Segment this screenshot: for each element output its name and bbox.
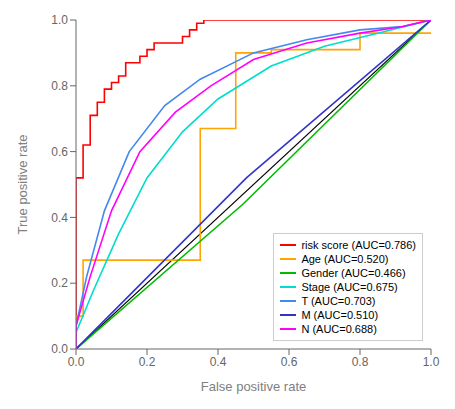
html-text:Stage (AUC=0.675): Stage (AUC=0.675) — [301, 281, 398, 293]
html-text:M (AUC=0.510): M (AUC=0.510) — [301, 309, 379, 321]
svg-text:0.6: 0.6 — [281, 355, 298, 369]
svg-text:True positive rate: True positive rate — [15, 135, 30, 235]
svg-text:False positive rate: False positive rate — [201, 379, 307, 394]
svg-text:0.8: 0.8 — [51, 79, 68, 93]
svg-text:0.2: 0.2 — [51, 276, 68, 290]
html-text:Age (AUC=0.520): Age (AUC=0.520) — [301, 253, 389, 265]
svg-text:0.4: 0.4 — [210, 355, 227, 369]
svg-text:0.8: 0.8 — [352, 355, 369, 369]
svg-text:0.4: 0.4 — [51, 211, 68, 225]
html-text:T (AUC=0.703): T (AUC=0.703) — [301, 295, 376, 307]
svg-text:0.0: 0.0 — [68, 355, 85, 369]
svg-text:0.2: 0.2 — [139, 355, 156, 369]
html-text:N (AUC=0.688): N (AUC=0.688) — [301, 323, 377, 335]
html-text:Gender (AUC=0.466): Gender (AUC=0.466) — [301, 267, 406, 279]
svg-text:0.0: 0.0 — [51, 342, 68, 356]
svg-text:1.0: 1.0 — [51, 13, 68, 27]
svg-text:0.6: 0.6 — [51, 145, 68, 159]
html-text:risk score (AUC=0.786): risk score (AUC=0.786) — [301, 239, 416, 251]
svg-text:1.0: 1.0 — [423, 355, 440, 369]
